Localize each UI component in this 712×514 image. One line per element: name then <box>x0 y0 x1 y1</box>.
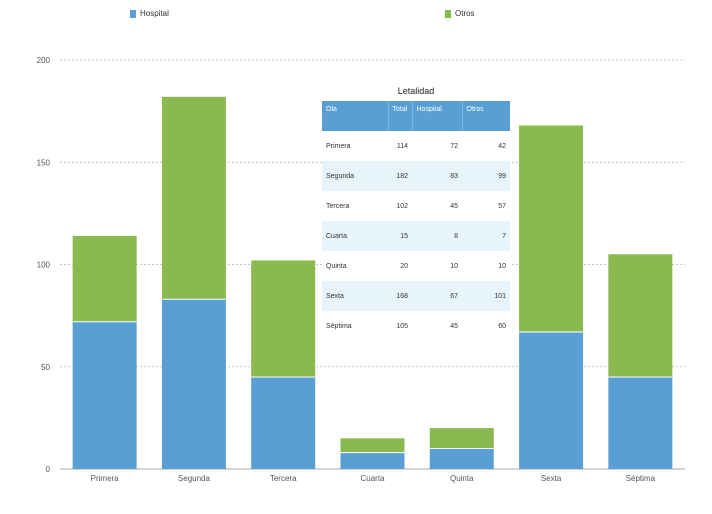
table-cell: Quinta <box>322 251 388 281</box>
table-cell: 72 <box>412 131 462 161</box>
table-cell: Cuarta <box>322 221 388 251</box>
table-cell: 45 <box>412 311 462 341</box>
table-cell: 83 <box>412 161 462 191</box>
bar-otros <box>251 260 316 377</box>
table-header-cell: Ola <box>322 101 389 131</box>
bar-otros <box>608 254 673 377</box>
bar-hospital <box>340 452 405 469</box>
table-row: Sexta 168 67 101 <box>322 281 510 311</box>
y-tick-label: 0 <box>46 465 51 474</box>
legend-hospital: Hospital <box>130 9 169 18</box>
x-tick-label: Sexta <box>541 474 562 483</box>
bar-otros <box>519 125 584 332</box>
table-row: Séptima 105 45 60 <box>322 311 510 341</box>
legend-otros-swatch <box>445 9 451 18</box>
table-cell: 57 <box>462 191 510 221</box>
table-cell: 45 <box>412 191 462 221</box>
bar-otros <box>72 235 137 322</box>
y-tick-label: 150 <box>37 158 51 167</box>
table-row: Primera 114 72 42 <box>322 131 510 161</box>
table-cell: 168 <box>388 281 412 311</box>
table-header-cell: Hospital <box>412 101 463 131</box>
x-tick-label: Séptima <box>626 474 656 483</box>
table-cell: 101 <box>462 281 510 311</box>
table-cell: Sexta <box>322 281 388 311</box>
bar-otros <box>429 428 494 449</box>
x-tick-label: Cuarta <box>360 474 385 483</box>
table-row: Cuarta 15 8 7 <box>322 221 510 251</box>
table-header-cell: Total <box>388 101 413 131</box>
legend-otros-label: Otros <box>455 9 475 18</box>
bar-otros <box>161 96 226 300</box>
table-cell: Séptima <box>322 311 388 341</box>
bar-hospital <box>429 448 494 469</box>
table-cell: Segunda <box>322 161 388 191</box>
table-header-row: Ola Total Hospital Otros <box>322 101 510 131</box>
table-cell: 105 <box>388 311 412 341</box>
table-cell: 15 <box>388 221 412 251</box>
legend-hospital-swatch <box>130 9 136 18</box>
table-cell: 182 <box>388 161 412 191</box>
legend-hospital-label: Hospital <box>140 9 169 18</box>
legend-otros: Otros <box>445 9 475 18</box>
table-cell: 10 <box>412 251 462 281</box>
bar-hospital <box>161 299 226 469</box>
y-tick-label: 50 <box>41 363 50 372</box>
x-tick-label: Segunda <box>178 474 211 483</box>
bar-otros <box>340 438 405 453</box>
x-tick-label: Primera <box>91 474 120 483</box>
y-tick-label: 100 <box>37 261 51 270</box>
table-row: Tercera 102 45 57 <box>322 191 510 221</box>
data-table: Ola Total Hospital Otros Primera 114 72 42 S… <box>322 101 510 341</box>
table-cell: 67 <box>412 281 462 311</box>
table-cell: 114 <box>388 131 412 161</box>
bar-hospital <box>251 376 316 469</box>
bar-hospital <box>72 321 137 469</box>
x-tick-label: Quinta <box>450 474 474 483</box>
table-cell: 8 <box>412 221 462 251</box>
table-cell: 102 <box>388 191 412 221</box>
y-tick-label: 200 <box>37 56 51 65</box>
bar-hospital <box>519 331 584 469</box>
data-table-panel: Letalidad Ola Total Hospital Otros Prime… <box>322 85 510 341</box>
table-cell: 60 <box>462 311 510 341</box>
table-cell: 7 <box>462 221 510 251</box>
x-tick-label: Tercera <box>270 474 297 483</box>
table-cell: Primera <box>322 131 388 161</box>
table-cell: 99 <box>462 161 510 191</box>
bar-hospital <box>608 376 673 469</box>
table-cell: Tercera <box>322 191 388 221</box>
table-cell: 42 <box>462 131 510 161</box>
table-title: Letalidad <box>397 86 435 96</box>
table-row: Quinta 20 10 10 <box>322 251 510 281</box>
table-cell: 10 <box>462 251 510 281</box>
table-cell: 20 <box>388 251 412 281</box>
table-row: Segunda 182 83 99 <box>322 161 510 191</box>
table-header-cell: Otros <box>462 101 510 131</box>
